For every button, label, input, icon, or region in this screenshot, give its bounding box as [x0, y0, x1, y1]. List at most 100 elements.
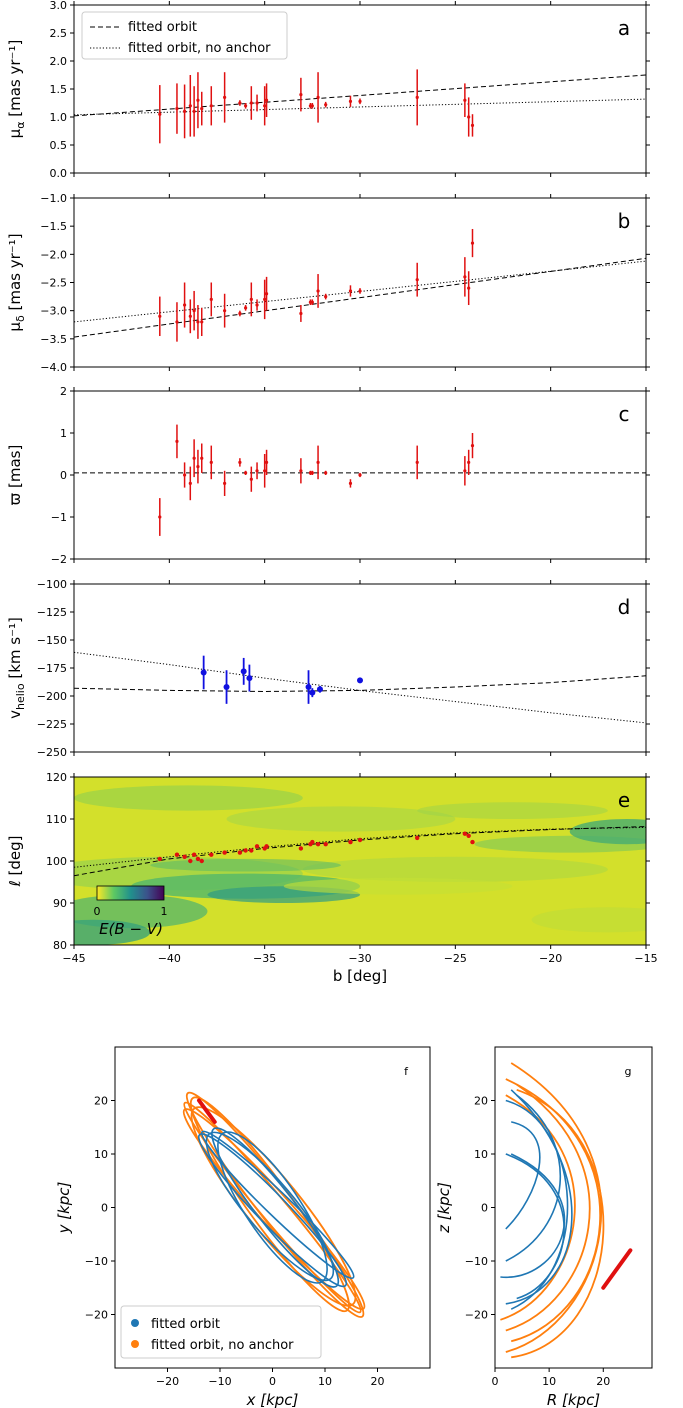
y-tick-label: −2 [51, 553, 67, 566]
orbit-fitted-loop [211, 1127, 340, 1288]
data-point [192, 109, 196, 113]
y-tick-label: −100 [37, 578, 67, 591]
y-tick-label: 110 [46, 813, 67, 826]
x-tick-label: −45 [62, 952, 85, 965]
data-point [200, 320, 204, 324]
data-point [470, 444, 475, 448]
data-point [470, 123, 475, 127]
x-axis-label: b [deg] [333, 967, 387, 985]
data-point [316, 95, 320, 99]
data-point [249, 101, 253, 105]
dust-cloud [150, 858, 341, 872]
x-tick-label: −20 [156, 1375, 179, 1388]
colorbar-gradient [96, 885, 165, 901]
y-tick-label: −250 [37, 746, 67, 759]
data-point [348, 481, 353, 485]
y-tick-label: 0 [60, 469, 67, 482]
y-tick-label: 3.0 [50, 0, 68, 12]
x-tick-label: 0 [269, 1375, 276, 1388]
y-axis-label: y [kpc] [55, 1181, 73, 1234]
y-tick-label: −1 [51, 511, 67, 524]
data-point [463, 469, 467, 473]
data-point [182, 109, 187, 113]
dust-cloud [531, 907, 646, 933]
axis-label-unit: [km s⁻¹] [6, 617, 24, 683]
data-point [305, 684, 312, 691]
data-point [158, 314, 162, 318]
data-point [223, 309, 227, 313]
dust-cloud [417, 802, 608, 819]
data-point [240, 668, 247, 675]
x-tick-label: −30 [348, 952, 371, 965]
x-tick-label: 10 [318, 1375, 332, 1388]
data-point [175, 439, 179, 443]
data-point [298, 846, 304, 851]
data-point [467, 115, 471, 119]
stream-segment [601, 1248, 633, 1290]
legend: fitted orbit fitted orbit, no anchor [120, 1305, 322, 1359]
data-point [264, 844, 269, 849]
data-point [315, 842, 321, 847]
data-point [254, 844, 260, 849]
data-point [243, 848, 248, 853]
axis-label-main: v [6, 710, 24, 719]
y-tick-label: 0.5 [50, 139, 68, 152]
axes-frame [73, 197, 647, 368]
y-tick-label: −225 [37, 718, 67, 731]
data-point [348, 289, 353, 293]
y-tick-label: −1.0 [40, 192, 67, 205]
data-point [310, 839, 315, 845]
data-point [466, 833, 471, 838]
orbit-noanchor-loop [500, 1094, 576, 1321]
data-point [310, 104, 314, 108]
orbit-noanchor-loop [189, 1096, 350, 1313]
data-point [209, 104, 213, 108]
data-point [188, 314, 192, 318]
colorbar-max: 1 [161, 905, 168, 918]
data-point [209, 460, 213, 464]
data-point [196, 98, 200, 102]
orbit-fitted-loop [200, 1130, 355, 1280]
data-point [246, 675, 253, 682]
data-point [348, 839, 353, 845]
panel-a: 0.0 0.5 1.0 1.5 2.0 2.5 3.0 a μα [mas yr⁻¹] fitte… [6, 0, 650, 180]
y-tick-label: −175 [37, 662, 67, 675]
y-tick-label: 2 [60, 385, 67, 398]
y-tick-label: 20 [474, 1095, 488, 1108]
data-point [223, 481, 227, 485]
legend-box [81, 11, 288, 60]
data-point [310, 300, 314, 304]
data-point [470, 241, 475, 245]
orbit-noanchor-loop [511, 1088, 605, 1359]
data-point [200, 456, 204, 460]
data-point [357, 837, 363, 843]
legend-entry: fitted orbit, no anchor [128, 41, 271, 56]
dust-cloud [302, 856, 608, 883]
orbit-fitted-loop [500, 1153, 566, 1278]
data-point [238, 460, 242, 464]
data-point [188, 104, 192, 108]
colorbar: 0 1 E(B − V) [94, 885, 168, 938]
data-point [222, 850, 227, 855]
x-tick-label: −15 [634, 952, 657, 965]
panel-e: 80 90 100 110 120 −45 −40 −35 −30 −25 −20 −15 e ℓ [de… [6, 771, 658, 985]
y-tick-label: 0.0 [50, 167, 68, 180]
y-tick-label: −3.0 [40, 305, 67, 318]
legend-entry: fitted orbit, no anchor [151, 1338, 294, 1353]
data-point [316, 686, 323, 693]
data-point [238, 101, 242, 105]
legend-marker-noanchor [131, 1340, 139, 1348]
data-point [175, 107, 179, 111]
y-tick-label: −20 [465, 1309, 488, 1322]
y-tick-label: 80 [53, 939, 67, 952]
panel-label: b [618, 209, 631, 233]
panel-g: 0 10 20 −20 −10 0 10 20 g R [kpc] z [kpc] [435, 1046, 653, 1408]
x-tick-label: 10 [542, 1375, 556, 1388]
panel-d: −250 −225 −200 −175 −150 −125 −100 d vhelio [km … [6, 578, 650, 759]
y-tick-label: −1.5 [40, 220, 67, 233]
legend: fitted orbit fitted orbit, no anchor [81, 11, 288, 60]
data-point [175, 320, 179, 324]
data-point [188, 858, 193, 864]
data-point [196, 465, 200, 469]
model-line-dashed [73, 675, 647, 693]
